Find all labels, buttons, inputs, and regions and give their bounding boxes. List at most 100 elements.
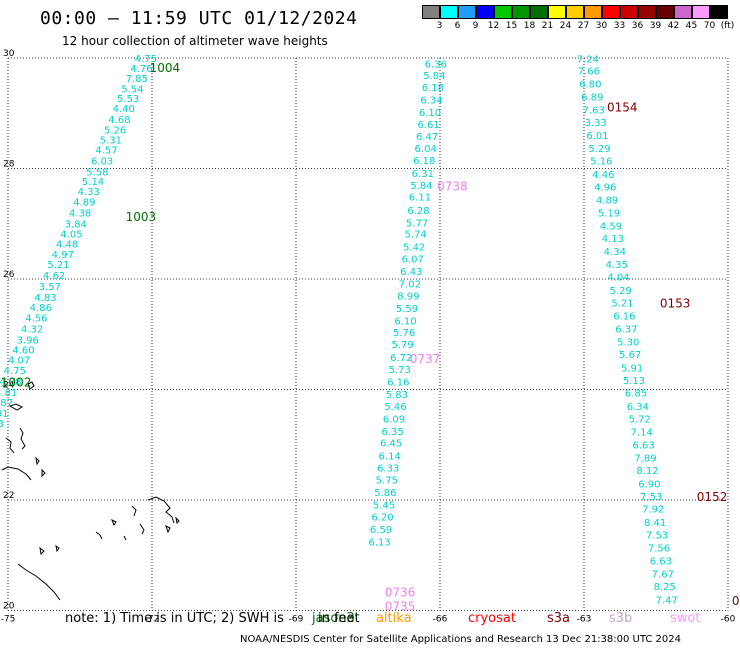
lat-tick-label: 30 xyxy=(3,49,15,59)
color-swatch xyxy=(656,5,674,19)
island-shape xyxy=(1,466,32,481)
wave-height-label: 6.11 xyxy=(409,193,431,204)
wave-height-label: 7.02 xyxy=(399,279,421,290)
lat-tick-label: 20 xyxy=(3,602,15,612)
wave-height-label: 4.89 xyxy=(596,195,618,206)
wave-height-label: 4.40 xyxy=(113,104,135,115)
island-shape xyxy=(175,516,180,525)
wave-height-label: 6.33 xyxy=(377,463,399,474)
color-swatch xyxy=(512,5,530,19)
island-shape xyxy=(131,505,137,517)
wave-height-label: 4.75 xyxy=(4,366,26,377)
color-swatch xyxy=(584,5,602,19)
color-swatch xyxy=(458,5,476,19)
island-shape xyxy=(8,403,24,411)
wave-height-label: 7.56 xyxy=(648,543,670,554)
wave-height-label: 4.59 xyxy=(600,221,622,232)
color-scale-label: 45 xyxy=(685,21,698,31)
cycle-number-label: 1002 xyxy=(1,376,32,390)
wave-height-label: 6.10 xyxy=(394,316,416,327)
wave-height-label: 5.46 xyxy=(384,402,406,413)
wave-height-label: 4.56 xyxy=(25,314,47,325)
wave-height-label: 7.47 xyxy=(656,595,678,606)
island-shape xyxy=(35,456,40,466)
wave-height-label: 5.83 xyxy=(386,390,408,401)
color-scale-label: 21 xyxy=(541,21,554,31)
wave-height-label: 6.01 xyxy=(586,131,608,142)
island-shape xyxy=(111,518,117,527)
wave-height-label: 5.29 xyxy=(588,144,610,155)
island-shape xyxy=(139,523,145,535)
wave-height-label: 6.90 xyxy=(638,479,660,490)
wave-height-label: 4.57 xyxy=(95,146,117,157)
wave-height-label: 7.67 xyxy=(652,569,674,580)
lat-lon-grid: -75 -72 -69 -66 -63 -60 30 28 26 24 22 20 xyxy=(1,49,736,625)
wave-height-label: 5.58 xyxy=(86,168,108,179)
wave-height-label: 6.18 xyxy=(422,83,444,94)
color-scale-label: 70 xyxy=(703,21,716,31)
wave-height-label: 4.04 xyxy=(608,273,630,284)
cycle-number-label: 1004 xyxy=(150,61,181,75)
wave-height-label: 4.83 xyxy=(34,293,56,304)
wave-height-label: 7.14 xyxy=(631,427,653,438)
wave-height-label: 7.53 xyxy=(646,531,668,542)
wave-height-label: 5.67 xyxy=(619,350,641,361)
lat-tick-label: 24 xyxy=(3,381,15,391)
cycle-number-label: 0154 xyxy=(607,101,638,115)
wave-height-label: 4.23 xyxy=(0,419,4,430)
wave-height-label: 4.87 xyxy=(0,398,13,409)
cycle-number-label: 0152 xyxy=(697,490,728,504)
wave-height-label: 4.96 xyxy=(594,183,616,194)
cycle-number-label: 0737 xyxy=(410,352,441,366)
wave-height-label: 8.25 xyxy=(654,582,676,593)
wave-height-label: 4.46 xyxy=(592,170,614,181)
wave-height-label: 6.03 xyxy=(91,157,113,168)
satellite-legend-s3a: s3a xyxy=(547,611,571,626)
color-scale-label: 42 xyxy=(667,21,680,31)
wave-height-label: 3.84 xyxy=(65,220,87,231)
color-scale-label: 27 xyxy=(577,21,590,31)
wave-height-label: 6.63 xyxy=(650,557,672,568)
color-scale-label: 3 xyxy=(436,21,443,31)
color-scale-label: 6 xyxy=(454,21,461,31)
wave-height-label: 6.13 xyxy=(368,537,390,548)
wave-height-label: 6.07 xyxy=(402,254,424,265)
wave-height-label: 5.29 xyxy=(609,286,631,297)
wave-height-label: 7.92 xyxy=(642,505,664,516)
wave-height-label: 5.77 xyxy=(406,219,428,230)
wave-height-label: 5.79 xyxy=(392,340,414,351)
wave-height-label: 6.47 xyxy=(416,132,438,143)
wave-height-label: 6.35 xyxy=(381,427,403,438)
wave-height-label: 4.60 xyxy=(12,346,34,357)
color-scale-label: 24 xyxy=(559,21,572,31)
wave-height-label: 7.53 xyxy=(640,492,662,503)
cycle-number-label: 0153 xyxy=(660,297,691,311)
wave-height-label: 4.91 xyxy=(0,409,9,420)
wave-height-label: 4.13 xyxy=(602,234,624,245)
cycle-number-label: 0736 xyxy=(385,586,416,600)
map-title: 00:00 – 11:59 UTC 01/12/2024 xyxy=(40,8,358,29)
island-shape xyxy=(5,437,15,454)
wave-height-label: 4.34 xyxy=(604,247,626,258)
wave-height-label: 5.75 xyxy=(376,475,398,486)
wave-height-label: 6.43 xyxy=(400,267,422,278)
wave-height-label: 7.85 xyxy=(126,74,148,85)
island-shape xyxy=(165,525,171,534)
color-scale-label: 15 xyxy=(505,21,518,31)
wave-height-label: 4.97 xyxy=(52,250,74,261)
satellite-legend-altika: altika xyxy=(376,611,412,626)
wave-height-label: 5.42 xyxy=(403,242,425,253)
wave-height-label: 6.36 xyxy=(425,59,447,70)
wave-height-label: 4.62 xyxy=(43,271,65,282)
color-scale-label: (ft) xyxy=(720,21,735,31)
color-swatch xyxy=(638,5,656,19)
wave-height-label: 5.16 xyxy=(590,157,612,168)
lon-tick-label: -66 xyxy=(433,615,448,625)
lon-tick-label: -63 xyxy=(577,615,592,625)
wave-height-label: 5.91 xyxy=(621,363,643,374)
color-swatch xyxy=(476,5,494,19)
wave-height-label: 5.53 xyxy=(117,94,139,105)
color-scale-labels: 3 6 9 12 15 18 21 24 27 30 33 36 39 42 45 70 (ft) xyxy=(422,21,740,35)
wave-height-label: 4.05 xyxy=(60,230,82,241)
